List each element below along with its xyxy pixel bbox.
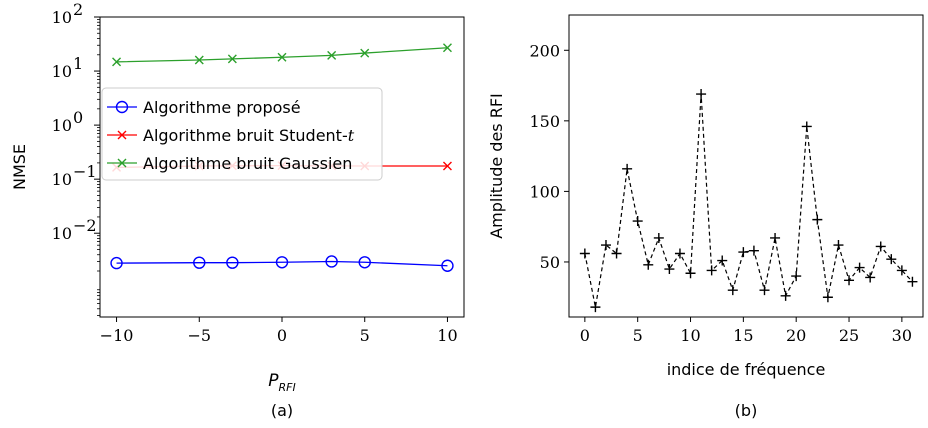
panel-b-data-point — [685, 268, 696, 279]
legend-entry-label: Algorithme bruit Student-t — [143, 126, 355, 145]
panel-b-caption: (b) — [735, 401, 758, 420]
panel-a-data-point — [360, 48, 370, 58]
panel-b-data-point — [579, 248, 590, 259]
panel-b-y-tick-label: 50 — [540, 253, 560, 272]
panel-b-data-point — [780, 290, 791, 301]
panel-a-caption: (a) — [271, 401, 293, 420]
panel-b-data-point — [622, 163, 633, 174]
legend-marker — [117, 130, 127, 140]
panel-a-y-tick-exponent: 1 — [73, 54, 83, 73]
panel-b-data-point — [653, 232, 664, 243]
panel-a-data-point — [442, 43, 452, 53]
panel-a-y-tick-label: 10 — [52, 8, 72, 27]
panel-b-data-point — [875, 241, 886, 252]
panel-a-x-tick-label: 10 — [437, 326, 457, 345]
legend-entry-label-suffix: t — [348, 126, 355, 145]
panel-a-data-point — [358, 256, 371, 269]
panel-a-data-point — [227, 54, 237, 64]
panel-a-data-point — [226, 256, 239, 269]
panel-a-x-tick-label: 5 — [360, 326, 370, 345]
panel-a-y-tick-label: 10 — [52, 62, 72, 81]
panel-a-y-tick-exponent: 2 — [73, 0, 83, 19]
panel-a-legend: Algorithme proposé Algorithme bruit Stude… — [101, 87, 383, 181]
panel-b-data-point — [770, 232, 781, 243]
panel-a-data-point — [327, 50, 337, 60]
panel-b-data-point — [812, 214, 823, 225]
panel-a-x-axis-label-sub: RFI — [279, 381, 296, 394]
panel-b-x-tick-label: 15 — [733, 326, 753, 345]
panel-a-y-axis-label: NMSE — [10, 144, 29, 190]
panel-b-y-axis-label: Amplitude des RFI — [487, 93, 506, 239]
legend-marker — [115, 100, 129, 114]
panel-b-data-point — [801, 121, 812, 132]
panel-a-x-axis-label-main: P — [268, 371, 279, 391]
panel-b-data-point — [643, 259, 654, 270]
panel-a-series-line-2 — [116, 47, 448, 63]
legend-entry-label: Algorithme proposé — [143, 98, 301, 117]
panel-a-y-tick-exponent: 0 — [73, 108, 83, 127]
panel-b-data-point — [844, 275, 855, 286]
panel-a-x-axis-label: PRFI — [268, 371, 295, 394]
panel-b-data-point — [865, 272, 876, 283]
panel-b-data-point — [854, 262, 865, 273]
panel-a-x-tick-label: −10 — [100, 326, 134, 345]
panel-a-y-tick-label: 10 — [52, 170, 72, 189]
legend-marker — [117, 158, 127, 168]
panel-b-data-point — [727, 285, 738, 296]
panel-b-data-point — [748, 245, 759, 256]
panel-a-series-line-0 — [116, 260, 448, 267]
panel-b-data-point — [822, 292, 833, 303]
panel-b-data-point — [759, 285, 770, 296]
panel-b-data-point — [907, 276, 918, 287]
panel-b-x-tick-label: 25 — [839, 326, 859, 345]
panel-b-data-point — [632, 216, 643, 227]
panel-b-data-point — [717, 255, 728, 266]
panel-a-y-tick-exponent: −2 — [73, 216, 97, 235]
panel-b-x-tick-label: 30 — [892, 326, 912, 345]
panel-a-data-point — [441, 259, 454, 272]
panel-a-data-point — [110, 256, 123, 270]
panel-b-x-tick-label: 10 — [680, 326, 700, 345]
panel-a-data-point — [442, 161, 452, 171]
panel-a-data-point — [112, 57, 122, 67]
panel-a-data-point — [275, 256, 289, 269]
panel-b-data-point — [696, 89, 707, 100]
panel-b-rfi-amplitude-chart: 0 5 10 15 20 25 30 50 100 150 200 Amplitude des RF… — [487, 14, 924, 420]
panel-b-data-point — [738, 247, 749, 258]
panel-b-series-line — [584, 93, 913, 308]
panel-b-x-tick-label: 0 — [580, 326, 590, 345]
legend-entry-label: Algorithme bruit Gaussien — [143, 154, 352, 173]
panel-a-data-point — [193, 256, 206, 269]
panel-a-data-point — [194, 55, 204, 65]
panel-b-data-point — [833, 240, 844, 251]
panel-b-data-point — [600, 240, 611, 251]
panel-a-data-point — [277, 52, 287, 62]
panel-b-y-tick-label: 200 — [529, 41, 560, 60]
panel-a-y-tick-label: 10 — [52, 116, 72, 135]
legend-box — [101, 87, 383, 181]
panel-b-data-point — [664, 264, 675, 275]
panel-b-data-point — [886, 254, 897, 265]
panel-b-y-tick-label: 150 — [529, 112, 560, 131]
panel-b-data-point — [674, 248, 685, 259]
panel-a-data-point — [325, 255, 338, 268]
panel-b-data-point — [590, 302, 601, 313]
panel-a-x-tick-label: 0 — [277, 326, 287, 345]
panel-b-x-axis-label: indice de fréquence — [667, 360, 826, 379]
panel-b-data-point — [706, 265, 717, 276]
panel-b-x-tick-label: 20 — [786, 326, 806, 345]
panel-b-data-point — [611, 248, 622, 259]
panel-a-x-tick-label: −5 — [187, 326, 211, 345]
panel-a-y-tick-exponent: −1 — [73, 162, 97, 181]
panel-b-data-point — [896, 265, 907, 276]
panel-b-data-point — [791, 271, 802, 282]
panel-b-x-tick-label: 5 — [633, 326, 643, 345]
panel-b-y-tick-label: 100 — [529, 182, 560, 201]
panel-b-plot-frame — [568, 14, 924, 318]
panel-a-y-tick-label: 10 — [52, 224, 72, 243]
